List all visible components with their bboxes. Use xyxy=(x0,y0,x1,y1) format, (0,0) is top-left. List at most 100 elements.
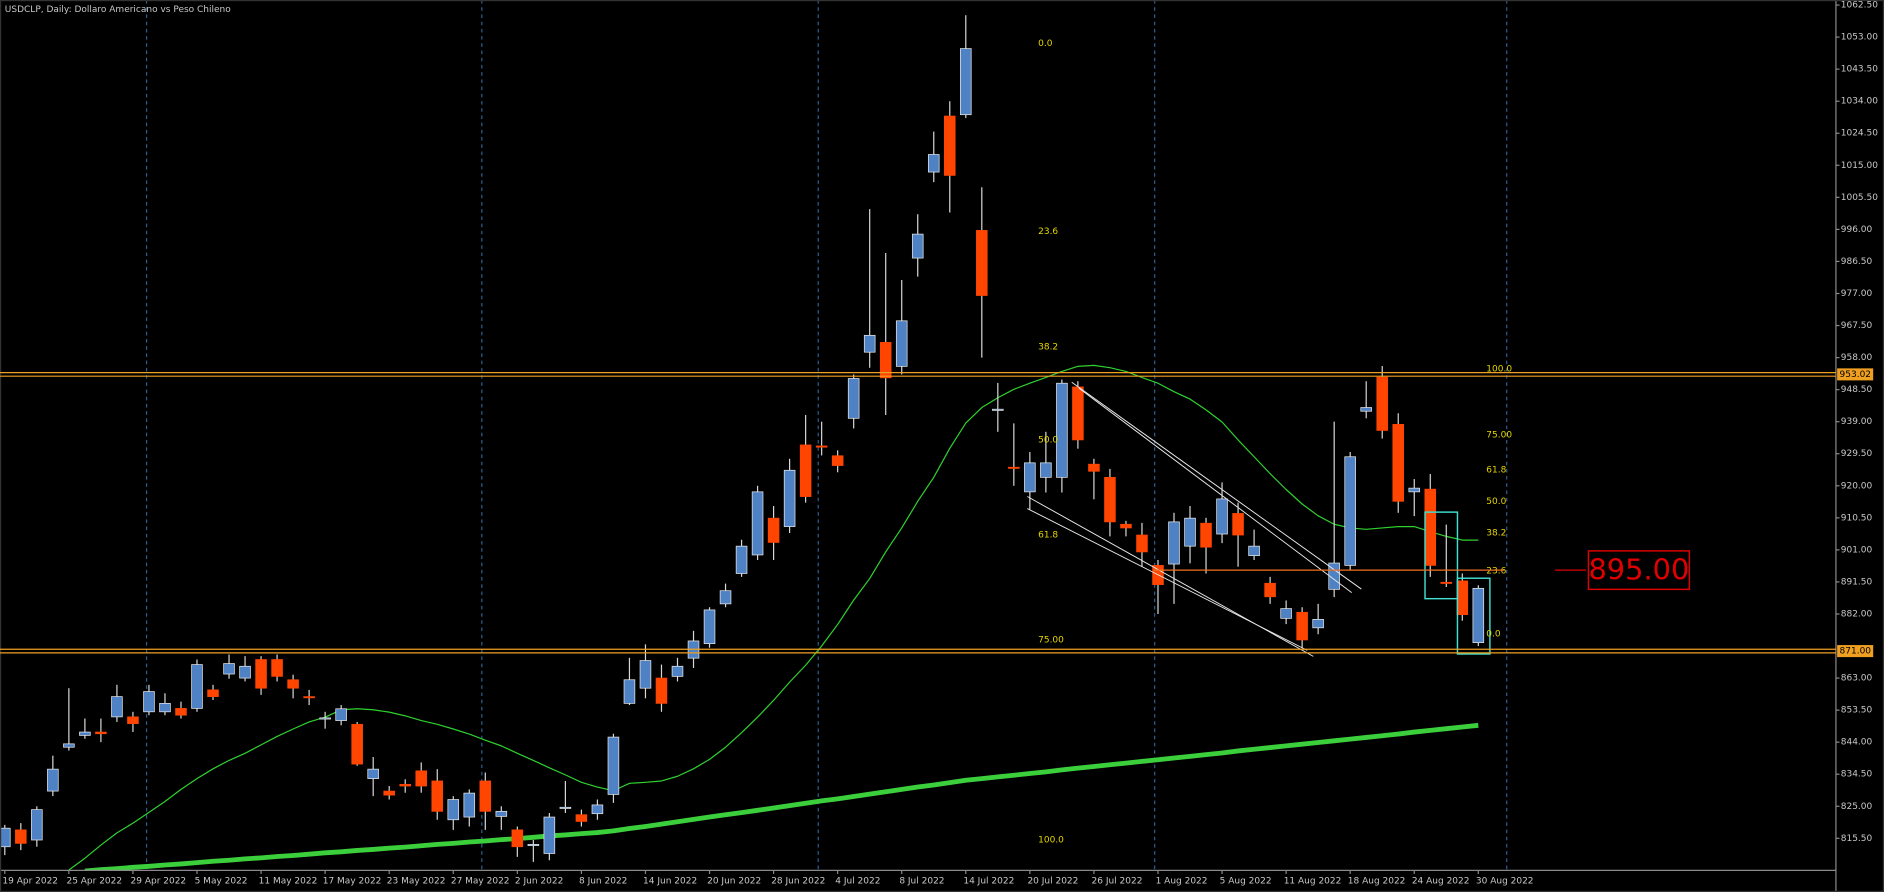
channel-line xyxy=(1071,381,1362,590)
candle-body xyxy=(367,768,379,779)
x-tick-label: 26 Jul 2022 xyxy=(1092,877,1143,887)
x-tick-label: 5 May 2022 xyxy=(195,877,248,887)
y-tick-label: 853.50 xyxy=(1841,706,1873,716)
moving-average xyxy=(84,722,1479,871)
fib-label: 50.0 xyxy=(1486,497,1506,507)
candle-body xyxy=(1168,521,1180,565)
candle-body xyxy=(79,731,91,736)
candle-body xyxy=(159,703,171,713)
candle-body xyxy=(1248,545,1260,556)
candle-body xyxy=(1088,463,1100,472)
candle-body xyxy=(255,659,267,689)
candle-body xyxy=(944,115,956,176)
y-tick-label: 948.50 xyxy=(1841,385,1873,395)
y-tick-label: 815.50 xyxy=(1841,834,1873,844)
candle-body xyxy=(1264,582,1276,598)
fib-label: 38.2 xyxy=(1486,528,1506,538)
y-tick-label: 920.00 xyxy=(1841,481,1873,491)
candle-body xyxy=(63,743,75,748)
x-tick-label: 8 Jun 2022 xyxy=(579,877,627,887)
candle-body xyxy=(463,792,476,818)
y-tick-label: 901.00 xyxy=(1841,545,1873,555)
candle-body xyxy=(1280,608,1292,619)
candle-body xyxy=(127,716,139,724)
candle-body xyxy=(31,809,43,841)
y-tick-label: 1043.50 xyxy=(1841,65,1878,75)
y-tick-label: 863.00 xyxy=(1841,674,1873,684)
y-tick-label: 929.50 xyxy=(1841,449,1873,459)
candle-body xyxy=(383,790,395,796)
x-tick-label: 14 Jun 2022 xyxy=(643,877,697,887)
candle-body xyxy=(1040,462,1052,478)
plot-area xyxy=(0,15,1485,871)
candle-body xyxy=(1296,611,1308,641)
candle-body xyxy=(495,810,508,817)
candle-body xyxy=(1344,456,1356,566)
candle-body xyxy=(767,517,780,543)
candle-body xyxy=(1408,487,1421,493)
candle-body xyxy=(1024,462,1036,493)
candle-body xyxy=(95,731,107,735)
candle-body xyxy=(1360,407,1372,412)
x-tick-label: 20 Jun 2022 xyxy=(707,877,761,887)
y-tick-label: 1005.50 xyxy=(1841,193,1878,203)
candle-body xyxy=(799,444,812,497)
x-tick-label: 24 Aug 2022 xyxy=(1412,877,1470,887)
y-tick-label: 1015.00 xyxy=(1841,161,1878,171)
candle-body xyxy=(895,320,908,367)
moving-average xyxy=(68,364,1479,871)
candle-body xyxy=(527,844,540,846)
y-tick-label: 1024.50 xyxy=(1841,129,1878,139)
x-tick-label: 11 May 2022 xyxy=(259,877,318,887)
x-tick-label: 17 May 2022 xyxy=(323,877,382,887)
y-tick-label: 977.00 xyxy=(1841,289,1873,299)
candle-body xyxy=(1456,580,1469,616)
y-tick-label: 1062.50 xyxy=(1841,1,1878,11)
candle-body xyxy=(143,691,155,713)
candle-body xyxy=(543,816,556,854)
y-tick-label: 834.50 xyxy=(1841,770,1873,780)
candle-body xyxy=(671,665,684,677)
y-tick-label: 825.00 xyxy=(1841,802,1873,812)
candle-body xyxy=(1136,534,1148,553)
channel-line xyxy=(1027,508,1308,651)
fib-label: 61.8 xyxy=(1038,531,1058,541)
fib-label: 38.2 xyxy=(1038,343,1058,353)
fib-label: 75.00 xyxy=(1038,636,1064,646)
x-tick-label: 8 Jul 2022 xyxy=(899,877,944,887)
candle-body xyxy=(719,590,732,605)
candle-body xyxy=(735,545,748,574)
candle-body xyxy=(1200,522,1212,548)
y-tick-label: 1053.00 xyxy=(1841,33,1878,43)
candle-body xyxy=(623,679,636,704)
candle-body xyxy=(1424,488,1437,566)
x-tick-label: 27 May 2022 xyxy=(451,877,510,887)
fib-label: 50.0 xyxy=(1038,436,1058,446)
y-tick-label: 996.00 xyxy=(1841,225,1873,235)
candle-body xyxy=(1440,581,1453,584)
candle-body xyxy=(447,799,460,821)
level-box xyxy=(1587,550,1691,591)
channel xyxy=(1027,381,1362,657)
y-tick-label: 910.50 xyxy=(1841,513,1873,523)
candle-body xyxy=(815,445,828,448)
highlight-box xyxy=(1456,577,1491,655)
fib-label: 100.0 xyxy=(1038,836,1064,846)
candle-body xyxy=(1392,424,1405,502)
candle-body xyxy=(655,677,668,704)
candle-body xyxy=(15,829,27,844)
candle-body xyxy=(1184,517,1196,547)
candle-body xyxy=(239,665,251,679)
x-tick-label: 25 Apr 2022 xyxy=(66,877,122,887)
highlight-boxes xyxy=(1424,511,1491,655)
candle-body xyxy=(511,829,524,848)
x-tick-label: 28 Jun 2022 xyxy=(771,877,825,887)
candle-body xyxy=(223,663,235,675)
candle-body xyxy=(287,679,299,689)
price-label: 871.00 xyxy=(1840,647,1872,657)
candle-body xyxy=(559,806,572,809)
chart-title: USDCLP, Daily: Dollaro Americano vs Peso… xyxy=(5,5,231,15)
fib-label: 23.6 xyxy=(1486,567,1506,577)
